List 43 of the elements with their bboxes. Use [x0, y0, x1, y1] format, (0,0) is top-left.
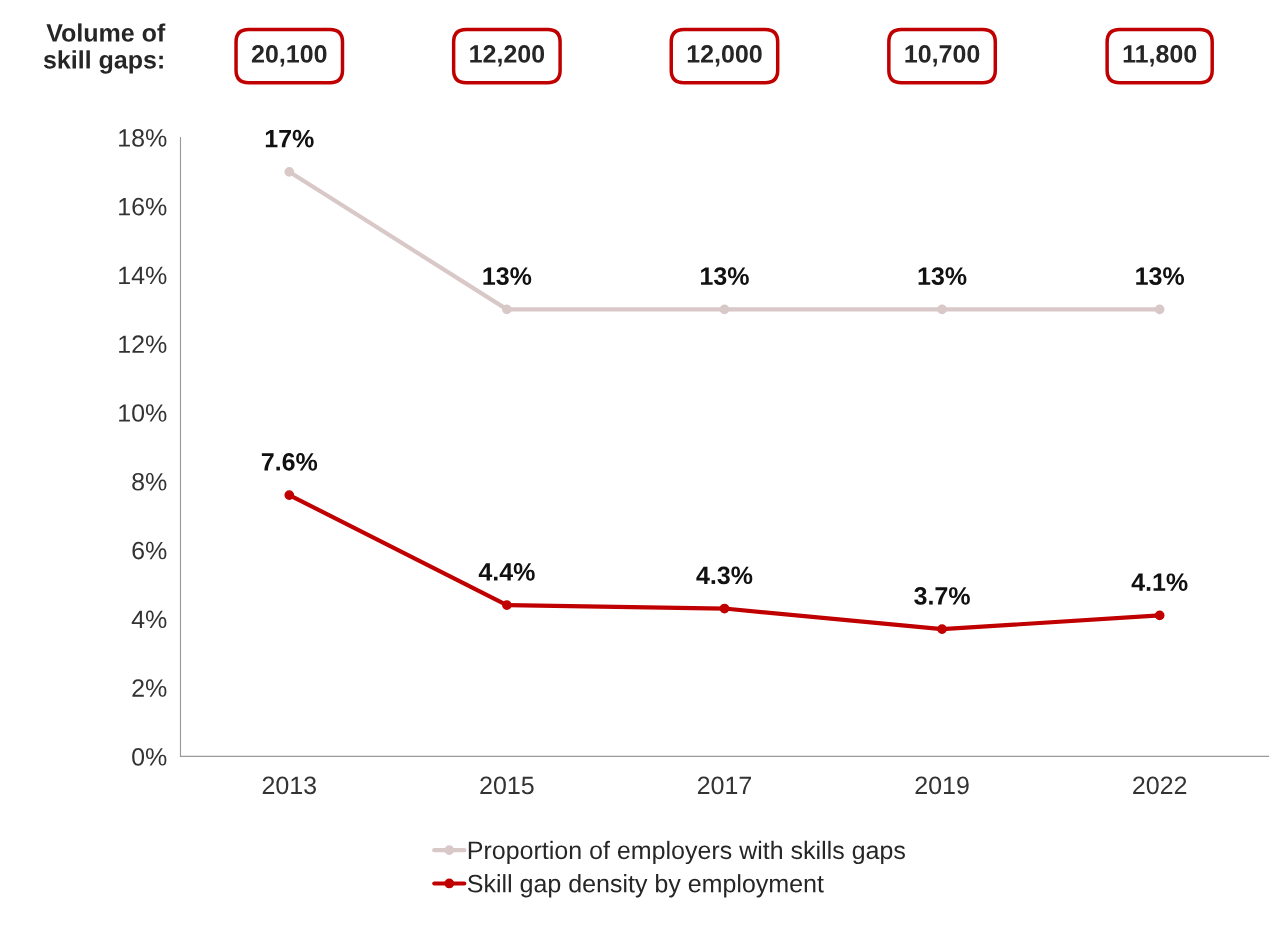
y-tick-label: 12% [119, 335, 167, 353]
y-tick-label: 18% [119, 129, 167, 147]
point [502, 600, 512, 610]
data-label: 13% [918, 267, 967, 286]
data-label: 4.3% [696, 566, 753, 585]
point [719, 603, 730, 614]
point [502, 304, 512, 315]
point [284, 166, 295, 177]
point [937, 304, 947, 315]
text: 12,000 [687, 45, 762, 67]
legend-label: Skill gap density by employment [467, 874, 824, 898]
point [937, 624, 947, 635]
y-tick-label: 14% [119, 266, 167, 285]
point [1154, 304, 1165, 315]
data-label: 4.1% [1131, 573, 1188, 591]
y-tick-label: 0% [132, 748, 167, 766]
x-tick-label: 2013 [262, 776, 316, 795]
data-label: 13% [701, 267, 749, 286]
x-tick-label: 2015 [480, 776, 534, 795]
text: 12,200 [470, 45, 545, 67]
legend-label: Proportion of employers with skills gaps [468, 840, 905, 865]
x-tick-label: 2022 [1133, 776, 1187, 795]
point [1154, 610, 1165, 621]
y-tick-label: 10% [119, 404, 167, 422]
x-tick-label: 2017 [697, 776, 752, 795]
y-tick-label: 8% [132, 472, 167, 491]
data-label: 17% [265, 129, 314, 148]
data-label: 4.4% [478, 563, 535, 581]
y-tick-label: 2% [132, 679, 167, 697]
text: 11,800 [1123, 45, 1197, 67]
data-label: 13% [1136, 267, 1185, 286]
point [284, 490, 295, 500]
y-tick-label: 16% [119, 197, 167, 216]
text: 10,700 [905, 45, 980, 67]
x-tick-label: 2019 [915, 776, 969, 795]
data-label: 7.6% [261, 452, 318, 471]
data-label: 3.7% [914, 587, 970, 605]
point [719, 304, 730, 315]
data-label: 13% [483, 267, 532, 286]
text: 20,100 [251, 45, 327, 67]
text: Volume of skill gaps: [43, 23, 166, 74]
y-tick-label: 4% [131, 610, 167, 629]
y-tick-label: 6% [132, 541, 167, 560]
